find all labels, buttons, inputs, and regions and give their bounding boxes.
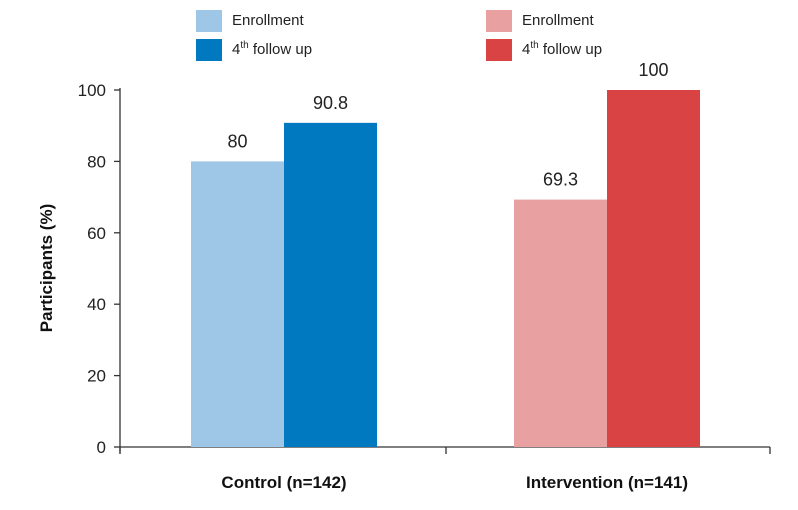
legend-label: Enrollment [522, 12, 595, 29]
legend: Enrollment 4th follow up Enrollment 4th fol… [196, 10, 602, 61]
data-label: 69.3 [543, 170, 578, 190]
y-axis-label: Participants (%) [37, 204, 56, 332]
y-tick-label: 20 [87, 367, 106, 386]
legend-swatch [486, 39, 512, 61]
y-tick-label: 40 [87, 295, 106, 314]
legend-swatch [196, 10, 222, 32]
bar [514, 199, 607, 447]
y-tick-label: 60 [87, 224, 106, 243]
bars: 80 90.8 69.3 100 [191, 60, 700, 448]
legend-label: 4th follow up [232, 40, 312, 58]
bar [191, 161, 284, 447]
y-tick-label: 100 [78, 81, 106, 100]
legend-swatch [196, 39, 222, 61]
y-tick-label: 80 [87, 152, 106, 171]
data-label: 90.8 [313, 93, 348, 113]
y-tick-label: 0 [97, 438, 106, 457]
data-label: 100 [638, 60, 668, 80]
legend-swatch [486, 10, 512, 32]
legend-label: 4th follow up [522, 40, 602, 58]
bar [607, 90, 700, 447]
data-label: 80 [227, 131, 247, 151]
category-label: Intervention (n=141) [526, 473, 688, 492]
legend-label: Enrollment [232, 12, 305, 29]
category-label: Control (n=142) [221, 473, 346, 492]
axes: 0 20 40 60 80 100 Control (n=142) Intervention … [78, 81, 771, 492]
bar [284, 122, 377, 448]
